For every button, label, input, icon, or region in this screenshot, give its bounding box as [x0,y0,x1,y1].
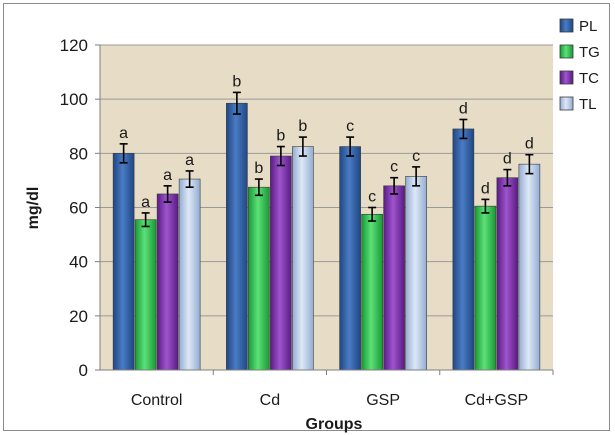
significance-label: c [346,118,354,135]
bar-tc-cd-gsp [496,177,519,371]
significance-label: a [141,194,150,211]
legend-item-pl: PL [559,18,597,35]
y-tick-label: 120 [60,36,88,55]
legend-swatch [559,18,574,33]
bar-tl-gsp [405,176,427,371]
bar-pl-cd-gsp [452,128,475,371]
bar-tc-gsp [383,185,405,371]
y-tick-label: 60 [69,199,88,218]
significance-label: d [525,136,534,153]
error-bar [525,153,534,175]
bar-tl-cd [292,146,314,371]
axes: 0 20 40 60 80 100 120 Control Cd GSP Cd+GSP [60,36,554,409]
significance-label: d [459,100,468,117]
x-axis-title: Groups [306,416,363,433]
error-bar [185,170,194,188]
legend: PL TG TC TL [559,18,600,113]
bar-tc-cd [270,155,292,371]
significance-label: c [390,159,398,176]
y-tick-label: 40 [69,253,88,272]
x-tick-label: Cd+GSP [465,392,529,409]
legend-label: TL [579,96,597,113]
legend-item-tc: TC [559,70,599,87]
error-bar [141,212,150,228]
significance-label: c [368,189,376,206]
y-tick-label: 80 [69,144,88,163]
error-bar [163,185,172,203]
error-bar [481,198,490,214]
legend-swatch [559,44,574,59]
legend-label: TG [579,44,600,61]
y-tick-label: 20 [69,307,88,326]
significance-label: a [185,152,194,169]
bar-pl-cd [226,102,248,371]
error-bar [346,136,355,157]
error-bar [298,136,307,157]
significance-label: d [503,151,512,168]
error-bar [254,178,263,197]
x-tick-label: GSP [366,392,400,409]
error-bar [276,145,285,167]
legend-item-tl: TL [559,96,597,113]
bar-tg-cd [248,186,270,371]
significance-label: c [412,148,420,165]
bar-tg-cd-gsp [474,205,497,371]
bar-tl-control [178,178,201,371]
bar-tg-control [134,219,157,371]
significance-label: b [254,160,263,177]
legend-label: TC [579,70,599,87]
significance-label: a [119,125,128,142]
significance-label: b [298,118,307,135]
error-bar [368,206,377,222]
y-tick-label: 100 [60,90,88,109]
error-bar [232,91,241,115]
x-tick-label: Cd [260,392,280,409]
error-bar [119,143,128,164]
legend-label: PL [579,18,597,35]
bar-tl-cd-gsp [518,163,541,371]
bar-pl-control [112,153,135,371]
bar-tc-control [156,193,179,371]
significance-label: b [276,128,285,145]
significance-label: b [232,73,241,90]
significance-label: a [163,167,172,184]
error-bar [412,166,421,187]
error-bar [390,176,399,195]
bar-pl-gsp [339,146,361,371]
legend-item-tg: TG [559,44,600,61]
significance-label: d [481,180,490,197]
legend-swatch [559,96,574,111]
y-tick-label: 0 [79,361,88,380]
y-axis-title: mg/dl [25,187,42,230]
error-bar [459,118,468,140]
bar-tg-gsp [361,213,383,371]
x-tick-label: Control [131,392,183,409]
error-bar [503,168,512,187]
legend-swatch [559,70,574,85]
